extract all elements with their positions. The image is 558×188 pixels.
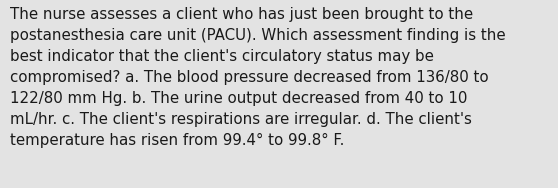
- Text: The nurse assesses a client who has just been brought to the
postanesthesia care: The nurse assesses a client who has just…: [10, 7, 506, 148]
